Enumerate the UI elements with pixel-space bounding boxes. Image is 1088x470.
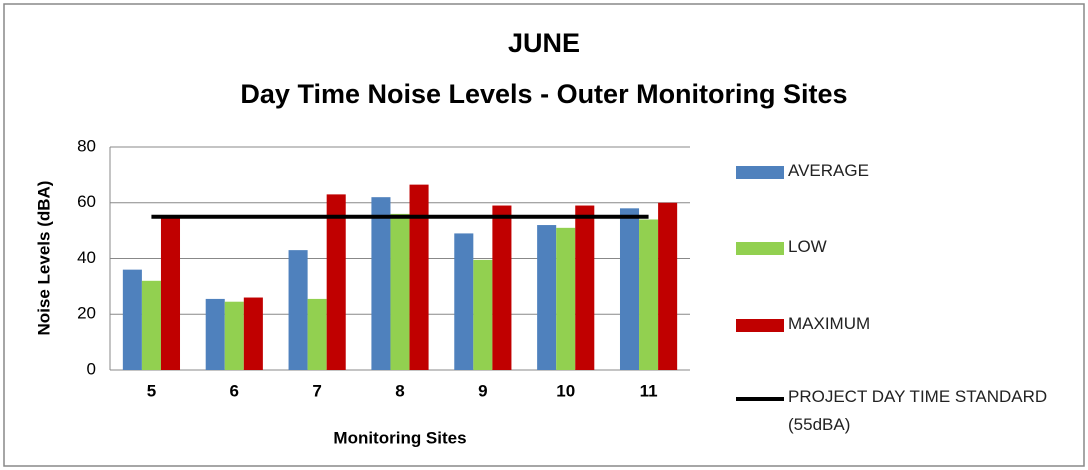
bar xyxy=(473,259,493,370)
bar xyxy=(454,233,474,370)
legend-label: AVERAGE xyxy=(788,161,869,180)
bar xyxy=(371,197,391,370)
bar xyxy=(224,301,244,370)
bar xyxy=(619,208,640,370)
x-tick-label: 9 xyxy=(478,381,487,400)
x-tick-label: 6 xyxy=(230,381,239,400)
bar xyxy=(409,184,429,370)
legend-swatch xyxy=(736,166,784,179)
bar xyxy=(205,298,225,370)
x-tick-label: 11 xyxy=(640,381,658,400)
bar xyxy=(326,194,346,370)
chart-border xyxy=(3,3,1085,467)
bar xyxy=(556,227,576,370)
x-tick-label: 10 xyxy=(556,381,575,400)
bar xyxy=(658,202,678,370)
x-tick-label: 5 xyxy=(147,381,156,400)
bar xyxy=(639,219,659,370)
y-tick-label: 60 xyxy=(77,192,96,211)
legend-label: PROJECT DAY TIME STANDARD (55dBA) xyxy=(788,387,1048,434)
bar xyxy=(122,269,142,370)
legend-label: MAXIMUM xyxy=(788,314,871,333)
y-tick-label: 0 xyxy=(87,359,96,378)
bar xyxy=(307,298,327,370)
x-tick-label: 8 xyxy=(395,381,404,400)
legend-swatch xyxy=(736,397,784,401)
legend-item: AVERAGE xyxy=(736,161,1036,185)
bar xyxy=(160,216,181,370)
legend-item: PROJECT DAY TIME STANDARD (55dBA) xyxy=(736,387,1076,439)
bar xyxy=(141,280,161,370)
legend-swatch xyxy=(736,319,784,332)
legend-label: LOW xyxy=(788,237,827,256)
bar xyxy=(575,205,595,370)
y-tick-label: 80 xyxy=(77,136,96,155)
chart-subtitle: Day Time Noise Levels - Outer Monitoring… xyxy=(240,79,847,109)
y-axis-title: Noise Levels (dBA) xyxy=(34,181,53,336)
bar xyxy=(243,297,263,370)
bar xyxy=(492,205,512,370)
legend-item: LOW xyxy=(736,237,1036,261)
bar xyxy=(537,225,557,370)
bar xyxy=(390,213,410,370)
chart-title: JUNE xyxy=(508,28,580,58)
y-tick-label: 20 xyxy=(77,304,96,323)
bar xyxy=(288,250,308,370)
legend-item: MAXIMUM xyxy=(736,314,1036,338)
x-axis-title: Monitoring Sites xyxy=(333,428,466,447)
legend-swatch xyxy=(736,242,784,255)
x-tick-label: 7 xyxy=(312,381,321,400)
y-tick-label: 40 xyxy=(77,248,96,267)
